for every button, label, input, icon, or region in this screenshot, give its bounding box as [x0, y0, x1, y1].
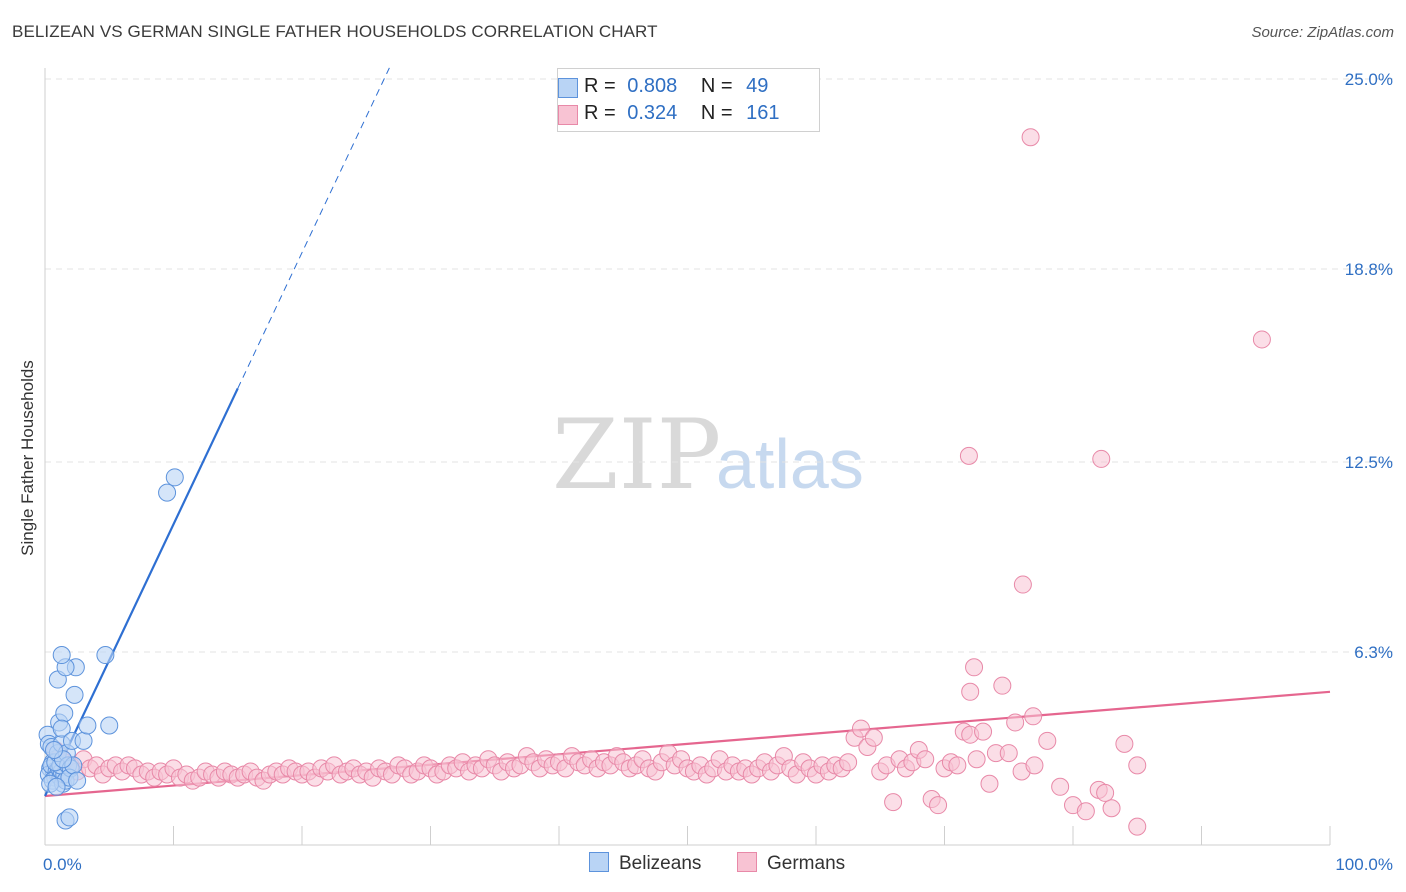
german-point [974, 722, 993, 741]
belizean-point [52, 719, 71, 738]
german-point [929, 796, 948, 815]
german-point [1076, 802, 1095, 821]
legend-n-label: N = [700, 75, 733, 97]
source-label: Source: ZipAtlas.com [1251, 24, 1394, 41]
legend-n-label: N = [700, 102, 733, 124]
y-tick-label: 6.3% [1354, 643, 1393, 662]
german-point [1051, 777, 1070, 796]
legend-r-label: R = [584, 102, 616, 124]
german-point [1092, 449, 1111, 468]
belizean-point [78, 716, 97, 735]
y-tick-label: 12.5% [1345, 453, 1393, 472]
belizean-point [100, 716, 119, 735]
bottom-legend-germans: Germans [737, 852, 845, 875]
belizean-point [68, 771, 87, 790]
bottom-legend-swatch-belizeans [589, 852, 609, 872]
german-point [967, 750, 986, 769]
german-point [1006, 713, 1025, 732]
german-point [864, 728, 883, 747]
belizean-point [55, 704, 74, 723]
legend-n-value-belizeans: 49 [746, 75, 769, 97]
belizean-point [52, 646, 71, 665]
german-point [948, 756, 967, 775]
watermark-zip: ZIP [552, 399, 721, 511]
german-point [965, 658, 984, 677]
bottom-legend-belizeans: Belizeans [589, 852, 701, 875]
german-point [961, 682, 980, 701]
x-tick-label: 100.0% [1335, 855, 1393, 874]
german-point [839, 753, 858, 772]
german-point [851, 719, 870, 738]
bottom-legend-swatch-germans [737, 852, 757, 872]
belizean-trendline [44, 387, 239, 797]
belizean-point [96, 646, 115, 665]
german-point [1115, 734, 1134, 753]
chart-title: BELIZEAN VS GERMAN SINGLE FATHER HOUSEHO… [12, 22, 658, 41]
legend-r-value-germans: 0.324 [627, 102, 678, 124]
y-tick-label: 18.8% [1345, 260, 1393, 279]
correlation-legend: R = 0.808 N = 49 R = 0.324 N = 161 [557, 68, 820, 132]
german-point [1128, 817, 1147, 836]
bottom-legend-label-germans: Germans [767, 853, 846, 874]
bottom-legend-label-belizeans: Belizeans [619, 853, 702, 874]
legend-row-belizeans: R = 0.808 N = 49 [558, 75, 769, 101]
german-point [1038, 731, 1057, 750]
german-point [1024, 707, 1043, 726]
german-point [884, 793, 903, 812]
legend-r-value-belizeans: 0.808 [627, 75, 678, 97]
belizean-point [158, 483, 177, 502]
belizean-point [47, 777, 66, 796]
y-tick-label: 25.0% [1345, 70, 1393, 89]
german-point [1252, 330, 1271, 349]
x-tick-label: 0.0% [43, 855, 82, 874]
german-point [1013, 575, 1032, 594]
belizean-trendline-extension [237, 67, 390, 389]
german-point [959, 446, 978, 465]
german-point [1025, 756, 1044, 775]
belizean-point [165, 468, 184, 487]
belizean-point [60, 808, 79, 827]
belizean-point [65, 685, 84, 704]
legend-swatch-germans [558, 105, 578, 125]
german-point [916, 750, 935, 769]
legend-row-germans: R = 0.324 N = 161 [558, 102, 780, 128]
belizean-point [44, 741, 63, 760]
legend-r-label: R = [584, 75, 616, 97]
watermark: ZIP atlas [552, 399, 864, 511]
german-point [999, 744, 1018, 763]
legend-n-value-germans: 161 [746, 102, 780, 124]
watermark-atlas: atlas [716, 425, 864, 503]
german-point [1128, 756, 1147, 775]
german-point [1021, 128, 1040, 147]
legend-swatch-belizeans [558, 78, 578, 98]
belizean-point [74, 731, 93, 750]
german-point [980, 774, 999, 793]
german-point [1096, 783, 1115, 802]
german-point [1102, 799, 1121, 818]
german-point [993, 676, 1012, 695]
